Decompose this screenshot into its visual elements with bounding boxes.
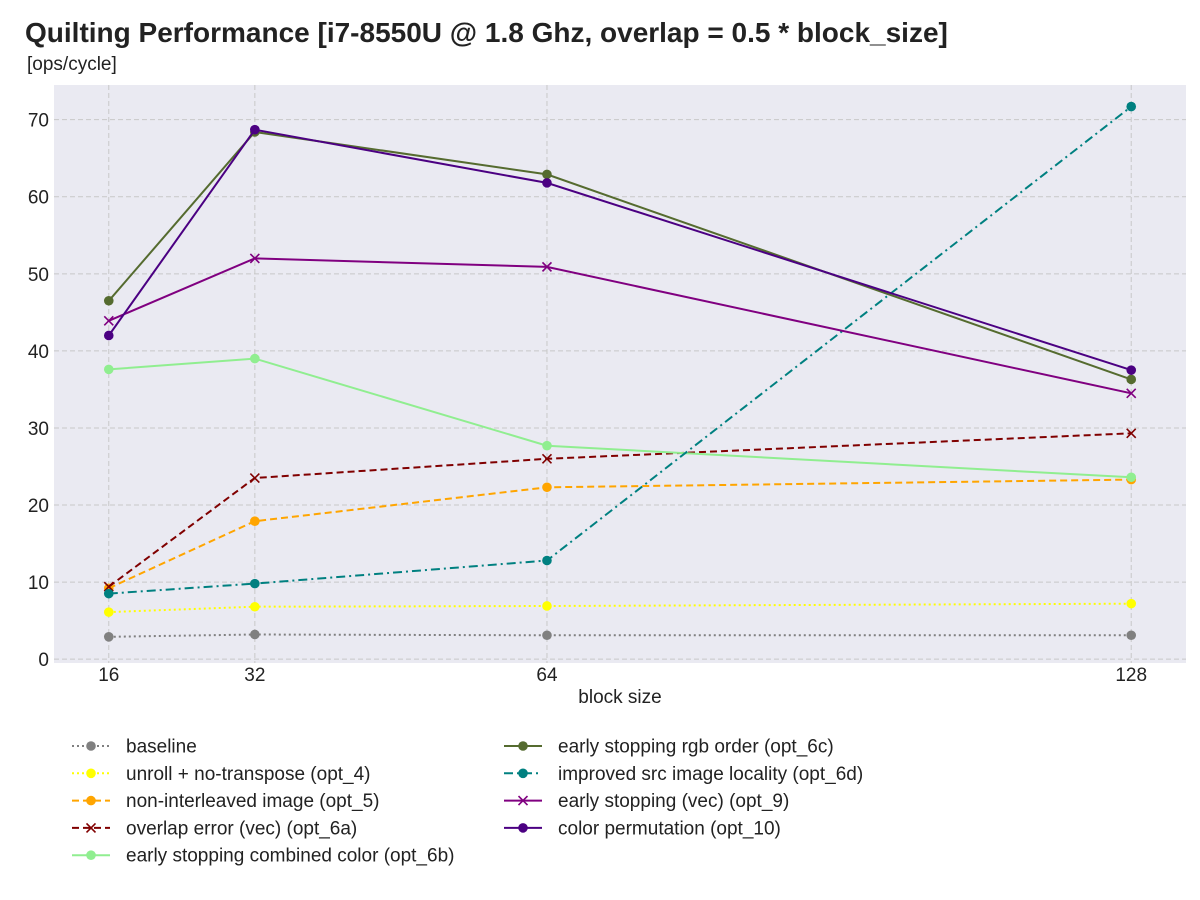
chart-title: Quilting Performance [i7-8550U @ 1.8 Ghz…	[25, 17, 948, 48]
legend-marker	[517, 795, 529, 806]
data-point	[103, 581, 114, 592]
data-point	[250, 629, 260, 640]
data-point	[542, 601, 552, 611]
y-tick-label: 10	[28, 573, 49, 594]
data-point	[250, 516, 260, 526]
legend-marker	[85, 822, 97, 833]
series	[103, 101, 1137, 599]
data-point	[1126, 388, 1137, 399]
legend-label: overlap error (vec) (opt_6a)	[126, 818, 357, 839]
legend-label: baseline	[126, 737, 197, 758]
y-tick-label: 20	[28, 496, 49, 517]
y-tick-label: 60	[28, 188, 49, 209]
series	[103, 253, 1137, 399]
legend-marker	[518, 741, 528, 751]
data-point	[250, 601, 260, 612]
series	[103, 629, 1137, 642]
data-point	[1126, 630, 1137, 641]
legend-marker	[518, 768, 528, 779]
y-tick-label: 0	[38, 650, 49, 671]
legend-marker	[86, 768, 96, 779]
series-line	[108, 257, 1132, 395]
data-point	[249, 253, 260, 264]
data-point	[542, 630, 552, 641]
data-point	[103, 631, 114, 642]
data-point	[541, 261, 553, 272]
data-point	[250, 353, 260, 364]
legend-label: color permutation (opt_10)	[558, 818, 781, 839]
data-point	[542, 440, 552, 451]
data-point	[542, 555, 552, 566]
legend-item: baseline	[72, 737, 197, 758]
x-tick-label: 16	[98, 665, 119, 686]
data-point	[103, 607, 114, 617]
legend-marker	[86, 795, 96, 806]
legend-item: improved src image locality (opt_6d)	[504, 764, 863, 785]
data-point	[541, 453, 553, 464]
series-line	[108, 602, 1132, 614]
x-tick-label: 64	[536, 665, 558, 686]
legend-marker	[86, 850, 96, 860]
data-point	[542, 482, 552, 493]
data-point	[103, 315, 114, 326]
x-tick-label: 32	[244, 665, 265, 686]
data-point	[250, 578, 260, 589]
data-point	[1126, 472, 1137, 483]
data-point	[1126, 101, 1137, 112]
y-tick-label: 50	[28, 265, 49, 286]
series	[103, 598, 1137, 617]
plot-area	[54, 85, 1186, 663]
series	[103, 353, 1137, 483]
legend-label: early stopping rgb order (opt_6c)	[558, 737, 834, 758]
data-point	[103, 295, 114, 306]
series-line	[108, 105, 1132, 595]
x-axis-label: block size	[578, 687, 661, 708]
series	[103, 428, 1137, 592]
legend: baseline unroll + no-transpose (opt_4)non…	[72, 737, 863, 867]
data-point	[1126, 598, 1137, 609]
legend-item: color permutation (opt_10)	[504, 818, 781, 839]
data-point	[103, 588, 114, 599]
legend-item: overlap error (vec) (opt_6a)	[72, 818, 357, 839]
y-tick-label: 30	[28, 419, 49, 440]
series-line	[108, 633, 1132, 638]
y-tick-label: 70	[28, 111, 49, 132]
legend-item: early stopping (vec) (opt_9)	[504, 791, 789, 812]
legend-item: early stopping combined color (opt_6b)	[72, 846, 454, 867]
data-point	[542, 178, 552, 188]
legend-item: non-interleaved image (opt_5)	[72, 791, 380, 812]
legend-marker	[86, 741, 96, 751]
series-line	[108, 478, 1132, 590]
x-tick-label: 128	[1115, 665, 1147, 686]
legend-marker	[518, 823, 528, 833]
legend-item: unroll + no-transpose (opt_4)	[72, 764, 371, 785]
chart-subtitle: [ops/cycle]	[27, 54, 117, 75]
series-line	[107, 128, 1132, 372]
legend-item: early stopping rgb order (opt_6c)	[504, 737, 834, 758]
data-point	[1126, 428, 1137, 439]
data-point	[1126, 374, 1137, 385]
legend-label: early stopping combined color (opt_6b)	[126, 846, 454, 867]
data-point	[542, 169, 552, 180]
series-line	[108, 432, 1132, 588]
series-group	[103, 101, 1137, 642]
data-point	[250, 124, 260, 135]
data-point	[103, 364, 114, 375]
data-point	[1126, 365, 1137, 375]
series-line	[108, 357, 1132, 479]
legend-label: non-interleaved image (opt_5)	[126, 791, 380, 812]
legend-label: improved src image locality (opt_6d)	[558, 764, 863, 785]
data-point	[249, 472, 260, 484]
legend-label: early stopping (vec) (opt_9)	[558, 791, 789, 812]
legend-label: unroll + no-transpose (opt_4)	[126, 764, 371, 785]
tick-labels: 0 10 20 30 40 50 60 70 16 32 64 128	[28, 111, 1147, 686]
y-tick-label: 40	[28, 342, 49, 363]
data-point	[103, 330, 114, 341]
grid	[54, 85, 1186, 663]
series	[103, 124, 1137, 375]
